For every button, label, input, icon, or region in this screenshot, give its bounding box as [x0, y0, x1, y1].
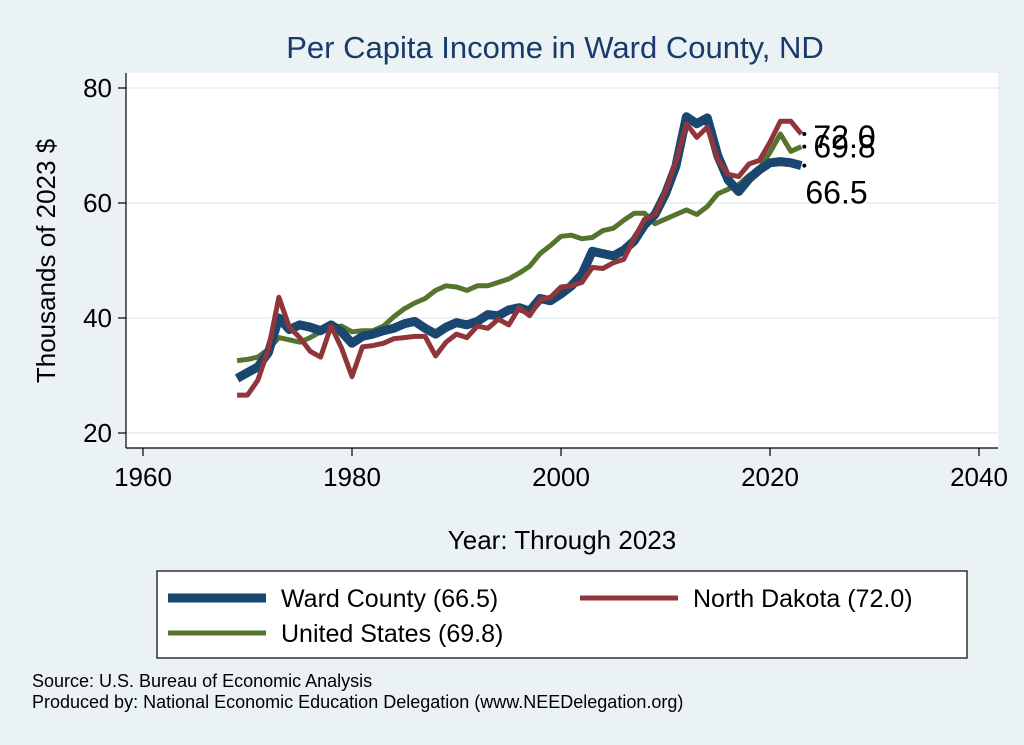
source-note: Source: U.S. Bureau of Economic Analysis — [32, 671, 373, 691]
y-tick-label: 60 — [83, 188, 112, 218]
x-tick-label: 2000 — [532, 462, 590, 492]
x-tick-label: 2020 — [741, 462, 799, 492]
x-tick-label: 2040 — [950, 462, 1008, 492]
end-marker — [802, 163, 807, 168]
chart-title: Per Capita Income in Ward County, ND — [286, 30, 824, 65]
end-label-north-dakota: 72.0 — [813, 119, 875, 155]
end-labels: 66.5 72.069.8 — [802, 119, 876, 211]
grid-lines — [126, 87, 998, 434]
end-label-ward-county: 66.5 — [805, 175, 867, 211]
legend: Ward County (66.5) North Dakota (72.0) Uni… — [156, 570, 968, 659]
legend-label-united-states: United States (69.8) — [281, 620, 503, 648]
end-marker — [802, 132, 807, 136]
legend-label-ward-county: Ward County (66.5) — [281, 585, 498, 613]
legend-box — [156, 570, 968, 659]
x-tick-label: 1980 — [323, 462, 381, 492]
x-axis-title: Year: Through 2023 — [448, 525, 676, 555]
legend-label-north-dakota: North Dakota (72.0) — [693, 585, 913, 613]
x-tick-label: 1960 — [114, 462, 172, 492]
y-tick-label: 80 — [83, 73, 112, 103]
y-axis-title: Thousands of 2023 $ — [31, 138, 61, 383]
y-tick-label: 20 — [83, 418, 112, 448]
plot-area — [126, 73, 998, 448]
end-marker — [802, 144, 807, 149]
series-line-north-dakota — [237, 118, 804, 398]
produced-by-note: Produced by: National Economic Education… — [32, 692, 684, 712]
end-label-united-states: 69.8 — [813, 129, 875, 165]
series-lines — [234, 112, 804, 398]
y-tick-label: 40 — [83, 303, 112, 333]
